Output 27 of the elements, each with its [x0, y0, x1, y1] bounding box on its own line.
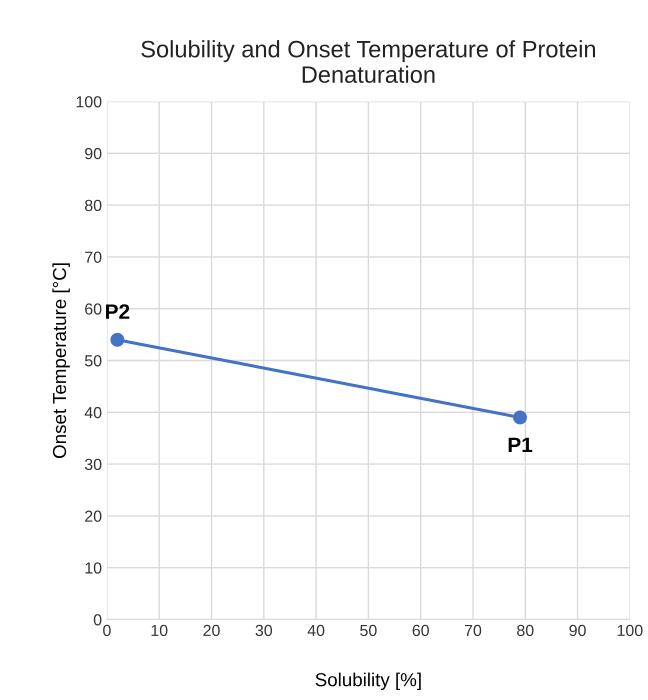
y-axis-title: Onset Temperature [°C]	[52, 263, 70, 458]
x-tick-label: 70	[464, 624, 482, 636]
x-tick-label: 90	[569, 624, 586, 636]
x-tick-label: 40	[308, 624, 324, 636]
y-tick-label: 0	[94, 614, 102, 626]
y-tick-label: 10	[86, 562, 102, 574]
x-tick-label: 80	[517, 624, 534, 636]
x-tick-label: 60	[412, 624, 429, 636]
y-tick-label: 60	[85, 303, 102, 315]
x-tick-label: 20	[203, 624, 220, 636]
chart-title: Solubility and Onset Temperature of Protein Denaturation	[141, 40, 596, 83]
y-tick-label: 90	[85, 148, 102, 160]
x-tick-label: 50	[360, 624, 377, 636]
y-tick-label: 100	[76, 96, 102, 108]
x-tick-label: 30	[256, 624, 272, 636]
x-tick-label: 100	[618, 624, 643, 636]
x-axis-title: Solubility [%]	[316, 672, 421, 690]
y-tick-label: 70	[85, 252, 102, 263]
x-tick-label: 0	[103, 624, 111, 636]
y-tick-label: 30	[84, 458, 102, 470]
y-tick-label: 40	[84, 406, 102, 418]
y-tick-label: 80	[84, 200, 102, 212]
y-tick-label: 20	[85, 510, 102, 522]
annotation: P2	[106, 304, 130, 319]
annotation: P1	[508, 438, 532, 452]
x-tick-label: 10	[152, 624, 168, 636]
y-tick-label: 50	[84, 355, 102, 366]
